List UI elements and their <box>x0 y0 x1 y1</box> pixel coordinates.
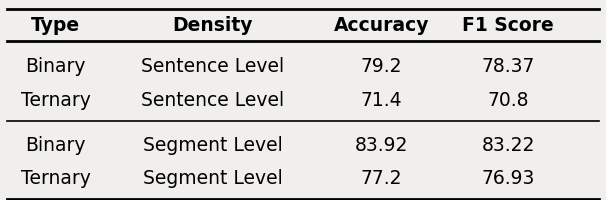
Text: Segment Level: Segment Level <box>142 169 282 188</box>
Text: Type: Type <box>31 16 80 35</box>
Text: 83.22: 83.22 <box>481 136 534 155</box>
Text: 71.4: 71.4 <box>361 90 402 110</box>
Text: Sentence Level: Sentence Level <box>141 90 284 110</box>
Text: 70.8: 70.8 <box>487 90 529 110</box>
Text: Ternary: Ternary <box>21 169 91 188</box>
Text: Accuracy: Accuracy <box>334 16 429 35</box>
Text: Density: Density <box>172 16 253 35</box>
Text: Segment Level: Segment Level <box>142 136 282 155</box>
Text: 76.93: 76.93 <box>481 169 534 188</box>
Text: 78.37: 78.37 <box>481 57 534 76</box>
Text: 83.92: 83.92 <box>355 136 408 155</box>
Text: Binary: Binary <box>25 136 86 155</box>
Text: Sentence Level: Sentence Level <box>141 57 284 76</box>
Text: Ternary: Ternary <box>21 90 91 110</box>
Text: Binary: Binary <box>25 57 86 76</box>
Text: 77.2: 77.2 <box>361 169 402 188</box>
Text: F1 Score: F1 Score <box>462 16 554 35</box>
Text: 79.2: 79.2 <box>361 57 402 76</box>
